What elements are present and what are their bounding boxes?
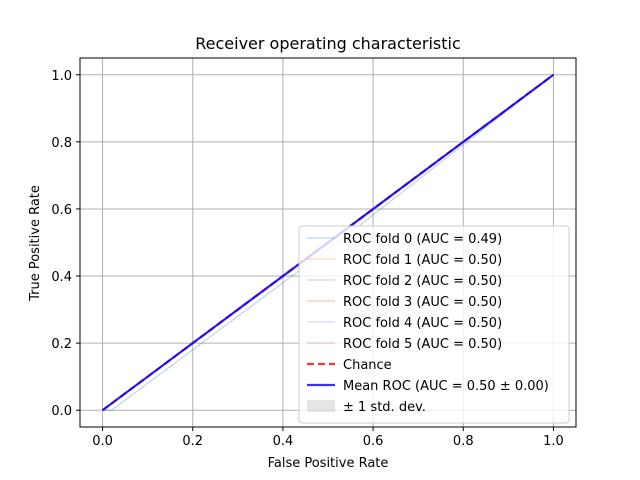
x-tick-label: 0.6 — [363, 434, 384, 449]
x-tick-label: 0.2 — [182, 434, 203, 449]
legend-label-0: ROC fold 0 (AUC = 0.49) — [343, 232, 502, 247]
legend-label-band: ± 1 std. dev. — [343, 400, 426, 415]
series-line-0 — [102, 74, 554, 411]
y-tick-label: 0.2 — [51, 337, 72, 352]
legend-label-4: ROC fold 4 (AUC = 0.50) — [343, 316, 502, 331]
legend-label-2: ROC fold 2 (AUC = 0.50) — [343, 274, 502, 289]
y-axis-ticks: 0.0 0.2 0.4 0.6 0.8 1.0 — [51, 69, 80, 419]
x-axis-label: False Positive Rate — [268, 456, 389, 471]
legend-swatch-band — [307, 400, 335, 412]
y-axis-label: True Positive Rate — [28, 185, 43, 302]
legend-label-7: Mean ROC (AUC = 0.50 ± 0.00) — [343, 379, 549, 394]
y-tick-label: 0.0 — [51, 404, 72, 419]
legend-label-6: Chance — [343, 358, 392, 373]
y-tick-label: 0.6 — [51, 203, 72, 218]
plot-frame — [79, 57, 577, 428]
legend-label-5: ROC fold 5 (AUC = 0.50) — [343, 337, 502, 352]
legend-label-3: ROC fold 3 (AUC = 0.50) — [343, 295, 502, 310]
legend-label-1: ROC fold 1 (AUC = 0.50) — [343, 253, 502, 268]
x-tick-label: 0.4 — [273, 434, 294, 449]
y-tick-label: 0.8 — [51, 136, 72, 151]
legend: ROC fold 0 (AUC = 0.49) ROC fold 1 (AUC =… — [298, 225, 570, 424]
x-axis-ticks: 0.0 0.2 0.4 0.6 0.8 1.0 — [92, 427, 564, 449]
x-tick-label: 0.0 — [92, 434, 113, 449]
x-tick-label: 0.8 — [453, 434, 474, 449]
legend-box — [298, 225, 570, 424]
y-tick-label: 1.0 — [51, 69, 72, 84]
grid — [80, 58, 576, 427]
y-tick-label: 0.4 — [51, 270, 72, 285]
x-tick-label: 1.0 — [543, 434, 564, 449]
chart-title: Receiver operating characteristic — [195, 34, 461, 53]
